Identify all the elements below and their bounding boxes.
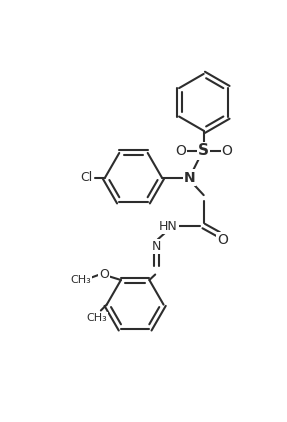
Text: N: N <box>151 240 161 253</box>
Text: O: O <box>222 144 232 158</box>
Text: CH₃: CH₃ <box>86 313 107 323</box>
Text: Cl: Cl <box>81 171 93 184</box>
Text: O: O <box>218 233 228 247</box>
Text: N: N <box>184 170 195 184</box>
Text: CH₃: CH₃ <box>70 275 91 285</box>
Text: HN: HN <box>159 219 178 233</box>
Text: O: O <box>175 144 186 158</box>
Text: O: O <box>99 268 109 281</box>
Text: S: S <box>198 143 209 158</box>
